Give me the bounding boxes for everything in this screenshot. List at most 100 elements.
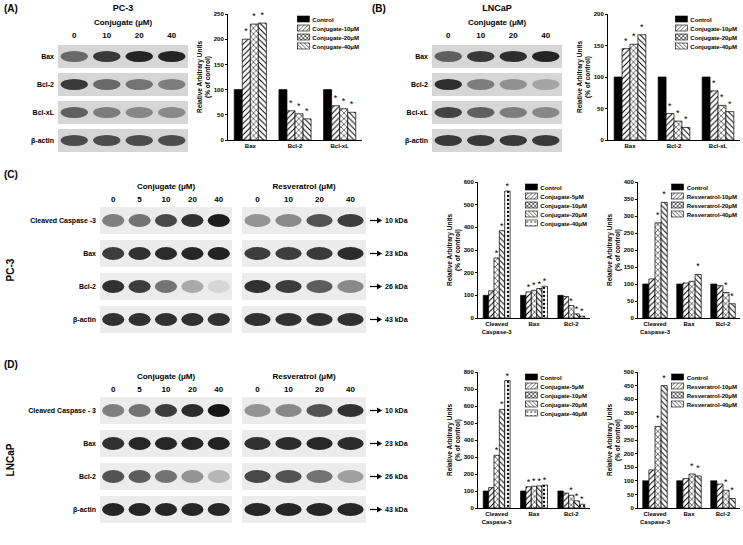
svg-text:50: 50 (627, 492, 634, 498)
svg-text:*: * (297, 101, 301, 111)
svg-text:20: 20 (315, 195, 324, 204)
svg-text:300: 300 (624, 424, 635, 430)
svg-text:*: * (505, 371, 509, 381)
svg-text:20: 20 (188, 195, 197, 204)
svg-text:*: * (696, 261, 700, 271)
svg-text:350: 350 (624, 196, 635, 202)
svg-text:*: * (696, 463, 700, 473)
svg-text:23 kDa: 23 kDa (385, 440, 408, 447)
svg-text:Relative Arbitrary Units(% of: Relative Arbitrary Units(% of control) (606, 404, 622, 476)
svg-text:0: 0 (470, 505, 474, 511)
svg-text:β-actin: β-actin (73, 506, 96, 514)
svg-text:*: * (305, 106, 309, 116)
svg-text:300: 300 (624, 213, 635, 219)
svg-text:43 kDa: 43 kDa (385, 316, 408, 323)
svg-text:*: * (532, 476, 536, 486)
svg-text:Resveratrol-10μM: Resveratrol-10μM (687, 194, 737, 200)
svg-text:150: 150 (624, 464, 635, 470)
svg-text:500: 500 (624, 369, 635, 375)
svg-text:Control: Control (540, 375, 562, 381)
svg-text:Bcl-xL: Bcl-xL (33, 109, 55, 116)
svg-text:*: * (532, 280, 536, 290)
svg-text:250: 250 (624, 437, 635, 443)
svg-text:Resveratrol (μM): Resveratrol (μM) (272, 182, 335, 191)
svg-text:*: * (730, 485, 734, 495)
svg-text:Resveratrol-40μM: Resveratrol-40μM (687, 212, 737, 218)
svg-text:600: 600 (464, 179, 475, 185)
svg-text:Control: Control (687, 185, 709, 191)
svg-text:26 kDa: 26 kDa (385, 473, 408, 480)
svg-text:Conjugate-10μM: Conjugate-10μM (540, 203, 587, 209)
svg-text:Relative Arbitrary Units(% of: Relative Arbitrary Units(% of control) (576, 41, 592, 113)
svg-text:300: 300 (464, 247, 475, 253)
svg-text:Control: Control (687, 375, 709, 381)
svg-text:Conjugate-20μM: Conjugate-20μM (540, 402, 587, 408)
svg-text:*: * (724, 280, 728, 290)
svg-text:0: 0 (446, 31, 451, 40)
svg-text:0: 0 (255, 195, 260, 204)
svg-text:*: * (537, 279, 541, 289)
svg-text:β-actin: β-actin (405, 137, 428, 145)
svg-text:*: * (656, 210, 660, 220)
svg-text:500: 500 (464, 420, 475, 426)
svg-text:0: 0 (470, 315, 474, 321)
svg-text:Resveratrol-40μM: Resveratrol-40μM (687, 402, 737, 408)
svg-text:Conjugate-10μM: Conjugate-10μM (312, 26, 359, 32)
svg-text:Conjugate-10μM: Conjugate-10μM (690, 26, 737, 32)
svg-text:40: 40 (346, 385, 355, 394)
svg-text:150: 150 (214, 62, 225, 68)
svg-text:0: 0 (72, 31, 77, 40)
svg-text:200: 200 (624, 247, 635, 253)
svg-text:*: * (495, 248, 499, 258)
svg-text:Bcl-xL: Bcl-xL (709, 143, 728, 149)
svg-text:Conjugate (μM): Conjugate (μM) (137, 182, 196, 191)
svg-text:100: 100 (214, 87, 225, 93)
svg-text:10: 10 (284, 385, 293, 394)
svg-text:40: 40 (167, 31, 176, 40)
svg-text:400: 400 (464, 437, 475, 443)
svg-text:0: 0 (220, 137, 224, 143)
svg-text:100: 100 (624, 478, 635, 484)
svg-text:5: 5 (137, 385, 142, 394)
svg-text:Bax: Bax (528, 511, 540, 517)
svg-text:LNCaP: LNCaP (5, 443, 16, 476)
svg-text:400: 400 (464, 224, 475, 230)
svg-text:10 kDa: 10 kDa (385, 217, 408, 224)
svg-text:Bcl-2: Bcl-2 (37, 81, 54, 88)
svg-text:*: * (728, 99, 732, 109)
svg-text:*: * (580, 306, 584, 316)
svg-text:Relative Arbitrary Units(% of: Relative Arbitrary Units(% of control) (446, 214, 462, 286)
svg-text:*: * (662, 373, 666, 383)
svg-text:Bcl-2: Bcl-2 (79, 283, 96, 290)
svg-text:Conjugate-20μM: Conjugate-20μM (312, 35, 359, 41)
svg-text:(D): (D) (4, 359, 18, 370)
svg-text:200: 200 (464, 471, 475, 477)
svg-text:*: * (569, 485, 573, 495)
svg-text:100: 100 (624, 281, 635, 287)
svg-text:*: * (543, 276, 547, 286)
svg-text:Bcl-2: Bcl-2 (411, 81, 428, 88)
svg-text:200: 200 (214, 36, 225, 42)
svg-text:10: 10 (162, 385, 171, 394)
svg-text:CleavedCaspase-3: CleavedCaspase-3 (482, 321, 513, 335)
svg-text:Control: Control (540, 185, 562, 191)
svg-text:40: 40 (346, 195, 355, 204)
svg-text:40: 40 (214, 385, 223, 394)
svg-text:Relative Arbitrary Units(% of: Relative Arbitrary Units(% of control) (606, 214, 622, 286)
svg-text:*: * (575, 304, 579, 314)
svg-text:*: * (690, 461, 694, 471)
svg-text:Bax: Bax (683, 511, 695, 517)
svg-text:β-actin: β-actin (31, 137, 54, 145)
svg-text:Bcl-2: Bcl-2 (667, 143, 682, 149)
svg-text:Bcl-xL: Bcl-xL (330, 143, 349, 149)
svg-text:50: 50 (217, 112, 224, 118)
svg-text:*: * (720, 92, 724, 102)
svg-text:500: 500 (464, 202, 475, 208)
svg-text:β-actin: β-actin (73, 316, 96, 324)
svg-text:Bax: Bax (245, 143, 257, 149)
svg-text:800: 800 (464, 369, 475, 375)
svg-text:200: 200 (624, 451, 635, 457)
svg-text:CleavedCaspase-3: CleavedCaspase-3 (482, 511, 513, 525)
svg-text:(B): (B) (372, 3, 386, 14)
svg-text:Bax: Bax (41, 53, 54, 60)
